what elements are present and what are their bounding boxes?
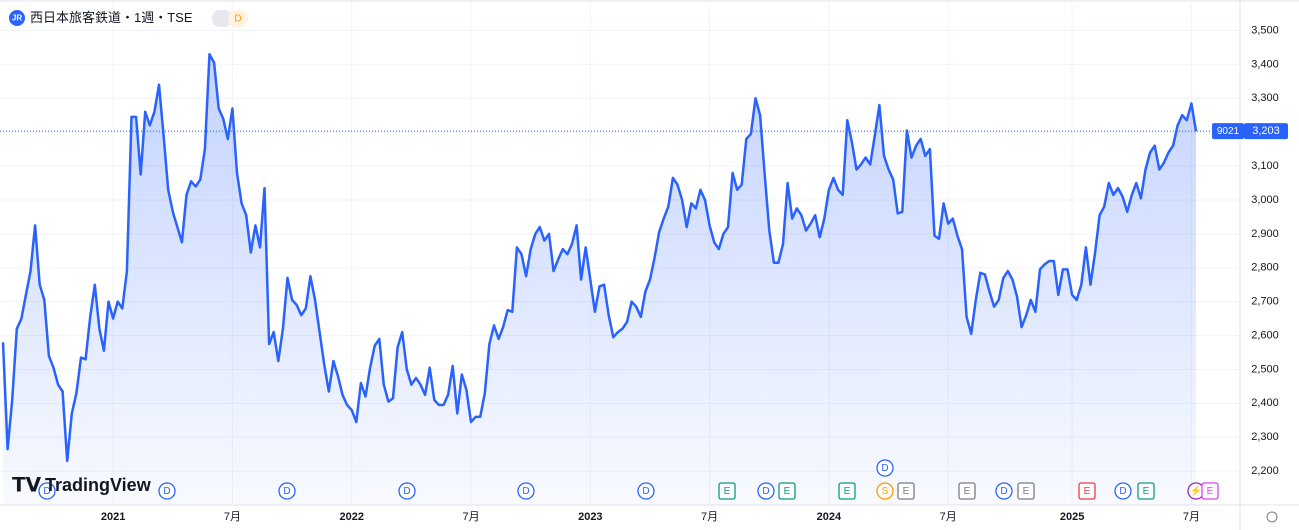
event-marker	[995, 482, 1013, 500]
event-marker	[1137, 482, 1155, 500]
settings-icon[interactable]	[1266, 511, 1278, 523]
x-tick-label: 7月	[1183, 511, 1200, 523]
x-tick-label: 7月	[701, 511, 718, 523]
event-label: S	[882, 486, 889, 497]
event-marker	[1017, 482, 1035, 500]
event-label: D	[522, 486, 529, 497]
event-label: E	[1023, 486, 1030, 497]
symbol-icon-text: JR	[12, 14, 22, 23]
chart-title: 西日本旅客鉄道・1週・TSE	[30, 10, 193, 25]
symbol-tag-text: 9021	[1217, 126, 1240, 137]
event-marker	[718, 482, 736, 500]
x-tick-label: 2022	[339, 511, 363, 523]
x-tick-label: 7月	[940, 511, 957, 523]
event-marker	[757, 482, 775, 500]
watermark: 𝗧𝗩 TradingView	[12, 474, 152, 496]
plot	[0, 52, 1240, 505]
event-marker	[778, 482, 796, 500]
header: JR 西日本旅客鉄道・1週・TSE D	[9, 10, 248, 27]
y-tick-label: 2,600	[1251, 329, 1279, 341]
y-tick-label: 3,400	[1251, 58, 1279, 70]
x-tick-label: 2021	[101, 511, 125, 523]
y-tick-label: 2,500	[1251, 363, 1279, 375]
event-marker	[38, 482, 56, 500]
event-label: D	[163, 486, 170, 497]
y-tick-label: 2,300	[1251, 431, 1279, 443]
x-tick-label: 7月	[224, 511, 241, 523]
y-tick-label: 3,000	[1251, 194, 1279, 206]
x-tick-label: 2024	[817, 511, 842, 523]
event-marker	[1114, 482, 1132, 500]
y-tick-label: 2,900	[1251, 228, 1279, 240]
event-marker	[876, 482, 894, 500]
event-label: D	[43, 486, 50, 497]
y-tick-label: 3,100	[1251, 160, 1279, 172]
event-label: E	[844, 486, 851, 497]
y-tick-label: 2,700	[1251, 296, 1279, 308]
status-pill	[212, 10, 232, 27]
event-marker	[958, 482, 976, 500]
events: D D D D D D E D E E D S E E D E E D E ⚡ E	[38, 459, 1219, 500]
event-label: E	[784, 486, 791, 497]
y-tick-label: 2,800	[1251, 262, 1279, 274]
price-tag-text: 3,203	[1252, 125, 1280, 137]
event-label: E	[1143, 486, 1150, 497]
event-label: D	[642, 486, 649, 497]
event-marker	[637, 482, 655, 500]
event-marker	[517, 482, 535, 500]
y-tick-label: 3,500	[1251, 24, 1279, 36]
x-tick-label: 2025	[1060, 511, 1084, 523]
y-tick-label: 2,400	[1251, 397, 1279, 409]
event-label: D	[762, 486, 769, 497]
event-marker	[158, 482, 176, 500]
event-marker	[1201, 482, 1219, 500]
event-label: ⚡	[1190, 484, 1202, 497]
price-tag	[1244, 123, 1288, 140]
event-label: E	[903, 486, 910, 497]
event-label: D	[881, 463, 888, 474]
area-fill	[3, 54, 1196, 505]
symbol-icon	[9, 10, 25, 26]
badge: D	[234, 14, 241, 25]
settings-icon[interactable]	[1266, 511, 1278, 523]
event-marker	[278, 482, 296, 500]
event-label: D	[1119, 486, 1126, 497]
watermark-text: TradingView	[45, 475, 152, 495]
event-label: E	[1084, 486, 1091, 497]
event-label: D	[283, 486, 290, 497]
symbol-tag	[1212, 123, 1244, 140]
event-marker	[876, 459, 894, 477]
event-label: D	[403, 486, 410, 497]
event-label: E	[964, 486, 971, 497]
event-label: D	[1000, 486, 1007, 497]
y-tick-label: 2,200	[1251, 465, 1279, 477]
event-marker	[1078, 482, 1096, 500]
event-label: E	[1207, 486, 1214, 497]
x-tick-label: 2023	[578, 511, 602, 523]
event-marker	[838, 482, 856, 500]
watermark-logo: 𝗧𝗩	[12, 474, 42, 496]
price-line	[1, 52, 1198, 463]
event-marker	[398, 482, 416, 500]
badge-pill	[228, 10, 248, 27]
event-marker	[897, 482, 915, 500]
x-tick-label: 7月	[462, 511, 479, 523]
event-label: E	[724, 486, 731, 497]
y-tick-label: 3,300	[1251, 92, 1279, 104]
